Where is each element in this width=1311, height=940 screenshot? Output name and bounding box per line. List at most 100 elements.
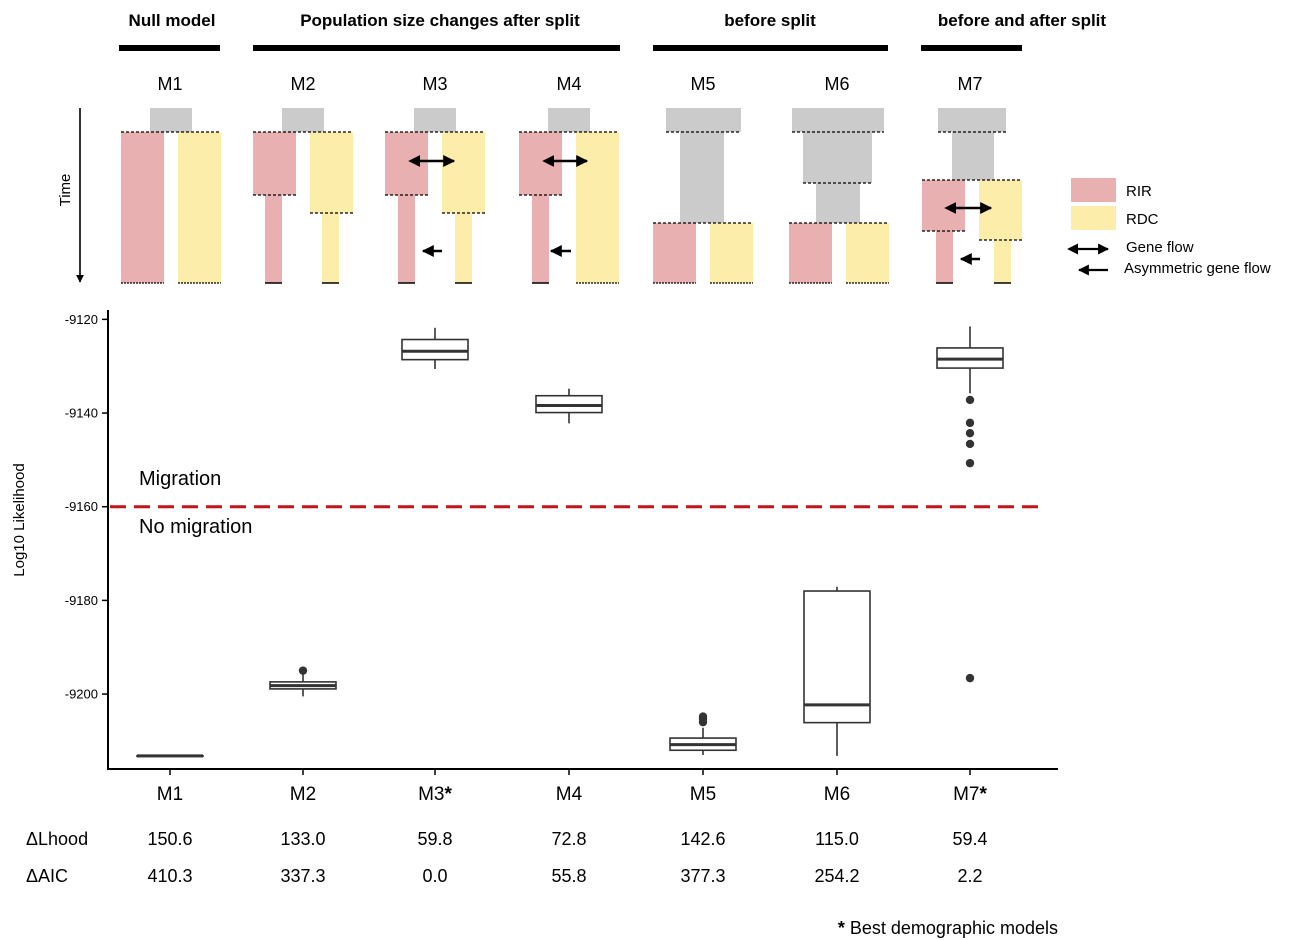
rdc-pop-recent bbox=[455, 213, 472, 283]
row-label-dlhood: ΔLhood bbox=[26, 829, 88, 849]
diagram-m7 bbox=[922, 108, 1022, 284]
box-iqr bbox=[401, 338, 469, 361]
y-tick-label: -9160 bbox=[65, 499, 98, 514]
ancestral-pop bbox=[548, 108, 590, 132]
dlhood-value: 59.4 bbox=[952, 829, 987, 849]
dlhood-value: 142.6 bbox=[680, 829, 725, 849]
x-category-label: M2 bbox=[290, 784, 316, 805]
model-label: M7 bbox=[957, 74, 982, 94]
ancestral-pop bbox=[938, 108, 1006, 132]
rdc-pop bbox=[710, 223, 753, 283]
rir-pop-recent bbox=[532, 195, 549, 283]
legend-label-gene-flow: Gene flow bbox=[1126, 239, 1194, 256]
model-label: M1 bbox=[157, 74, 182, 94]
box-m1 bbox=[136, 754, 204, 758]
y-tick-label: -9140 bbox=[65, 406, 98, 421]
rdc-pop bbox=[846, 223, 889, 283]
diagram-m1 bbox=[121, 108, 221, 284]
daic-value: 254.2 bbox=[814, 866, 859, 886]
group-label-after: Population size changes after split bbox=[300, 11, 580, 30]
rdc-pop bbox=[178, 132, 221, 283]
ancestral-pop-mid bbox=[803, 132, 872, 183]
group-headers: Null model Population size changes after… bbox=[119, 11, 1106, 51]
ancestral-pop bbox=[282, 108, 324, 132]
migration-label: Migration bbox=[139, 468, 221, 490]
legend: RIR RDC Gene flow Asymmetric gene flow bbox=[1067, 178, 1271, 277]
outlier-point bbox=[965, 439, 975, 449]
legend-swatch-rdc bbox=[1071, 206, 1116, 230]
dlhood-value: 133.0 bbox=[280, 829, 325, 849]
group-label-both: before and after split bbox=[938, 11, 1106, 30]
diagram-m6 bbox=[789, 108, 889, 284]
daic-value: 2.2 bbox=[957, 866, 982, 886]
model-label: M2 bbox=[290, 74, 315, 94]
box-m4 bbox=[535, 388, 603, 424]
time-label: Time bbox=[57, 174, 74, 207]
diagram-m4 bbox=[519, 108, 619, 284]
boxes bbox=[136, 326, 1004, 758]
ancestral-pop-narrow bbox=[680, 132, 724, 223]
box-m6 bbox=[803, 586, 871, 756]
y-tick-label: -9120 bbox=[65, 312, 98, 327]
diagram-m5 bbox=[653, 108, 753, 284]
rir-pop-recent bbox=[936, 231, 953, 283]
x-category-label: M7* bbox=[953, 784, 987, 805]
legend-label-rdc: RDC bbox=[1126, 211, 1159, 228]
x-category-label: M4 bbox=[556, 784, 583, 805]
model-label: M4 bbox=[556, 74, 581, 94]
y-tick-label: -9200 bbox=[65, 687, 98, 702]
y-axis-title: Log10 Likelihood bbox=[11, 463, 28, 576]
no-migration-label: No migration bbox=[139, 516, 252, 538]
rir-pop bbox=[385, 132, 428, 195]
rir-pop-recent bbox=[398, 195, 415, 283]
legend-swatch-rir bbox=[1071, 178, 1116, 202]
daic-value: 410.3 bbox=[147, 866, 192, 886]
ancestral-pop bbox=[792, 108, 884, 132]
x-category-labels: M1 M2 M3* M4 M5 M6 M7* bbox=[157, 769, 988, 805]
outlier-point bbox=[965, 428, 975, 438]
group-label-before: before split bbox=[724, 11, 816, 30]
rir-pop bbox=[253, 132, 296, 195]
group-bar-before bbox=[653, 45, 888, 51]
footnote-star: * bbox=[838, 918, 845, 938]
x-category-label: M6 bbox=[824, 784, 850, 805]
box-m3 bbox=[401, 327, 469, 370]
y-ticks: -9120 -9140 -9160 -9180 -9200 bbox=[65, 312, 108, 702]
legend-label-rir: RIR bbox=[1126, 183, 1152, 200]
model-label: M5 bbox=[690, 74, 715, 94]
time-axis: Time bbox=[57, 108, 84, 283]
diagram-m2 bbox=[253, 108, 353, 284]
group-bar-after bbox=[253, 45, 620, 51]
daic-value: 0.0 bbox=[422, 866, 447, 886]
rdc-pop-recent bbox=[322, 213, 339, 283]
rir-pop bbox=[789, 223, 832, 283]
dlhood-value: 59.8 bbox=[417, 829, 452, 849]
legend-label-asym-flow: Asymmetric gene flow bbox=[1124, 260, 1271, 277]
model-label: M6 bbox=[824, 74, 849, 94]
x-category-label: M3* bbox=[418, 784, 452, 805]
x-category-label: M5 bbox=[690, 784, 716, 805]
box-iqr bbox=[803, 590, 871, 724]
footnote-text: Best demographic models bbox=[845, 918, 1058, 938]
rir-pop bbox=[519, 132, 562, 195]
diagrams bbox=[121, 108, 1022, 284]
diagram-m3 bbox=[385, 108, 485, 284]
rir-pop bbox=[121, 132, 164, 283]
x-category-label: M1 bbox=[157, 784, 183, 805]
rdc-pop-recent bbox=[994, 240, 1011, 283]
outlier-point bbox=[298, 666, 308, 675]
rdc-pop bbox=[979, 180, 1022, 240]
outlier-point bbox=[965, 458, 975, 468]
y-tick-label: -9180 bbox=[65, 593, 98, 608]
group-bar-null bbox=[119, 45, 220, 51]
dlhood-value: 150.6 bbox=[147, 829, 192, 849]
ancestral-pop bbox=[150, 108, 192, 132]
rir-pop bbox=[653, 223, 696, 283]
box-m5 bbox=[669, 712, 737, 755]
model-labels: M1 M2 M3 M4 M5 M6 M7 bbox=[157, 74, 982, 94]
ancestral-pop-narrow bbox=[952, 132, 994, 180]
ancestral-pop bbox=[414, 108, 456, 132]
daic-value: 377.3 bbox=[680, 866, 725, 886]
outlier-point bbox=[965, 673, 975, 683]
